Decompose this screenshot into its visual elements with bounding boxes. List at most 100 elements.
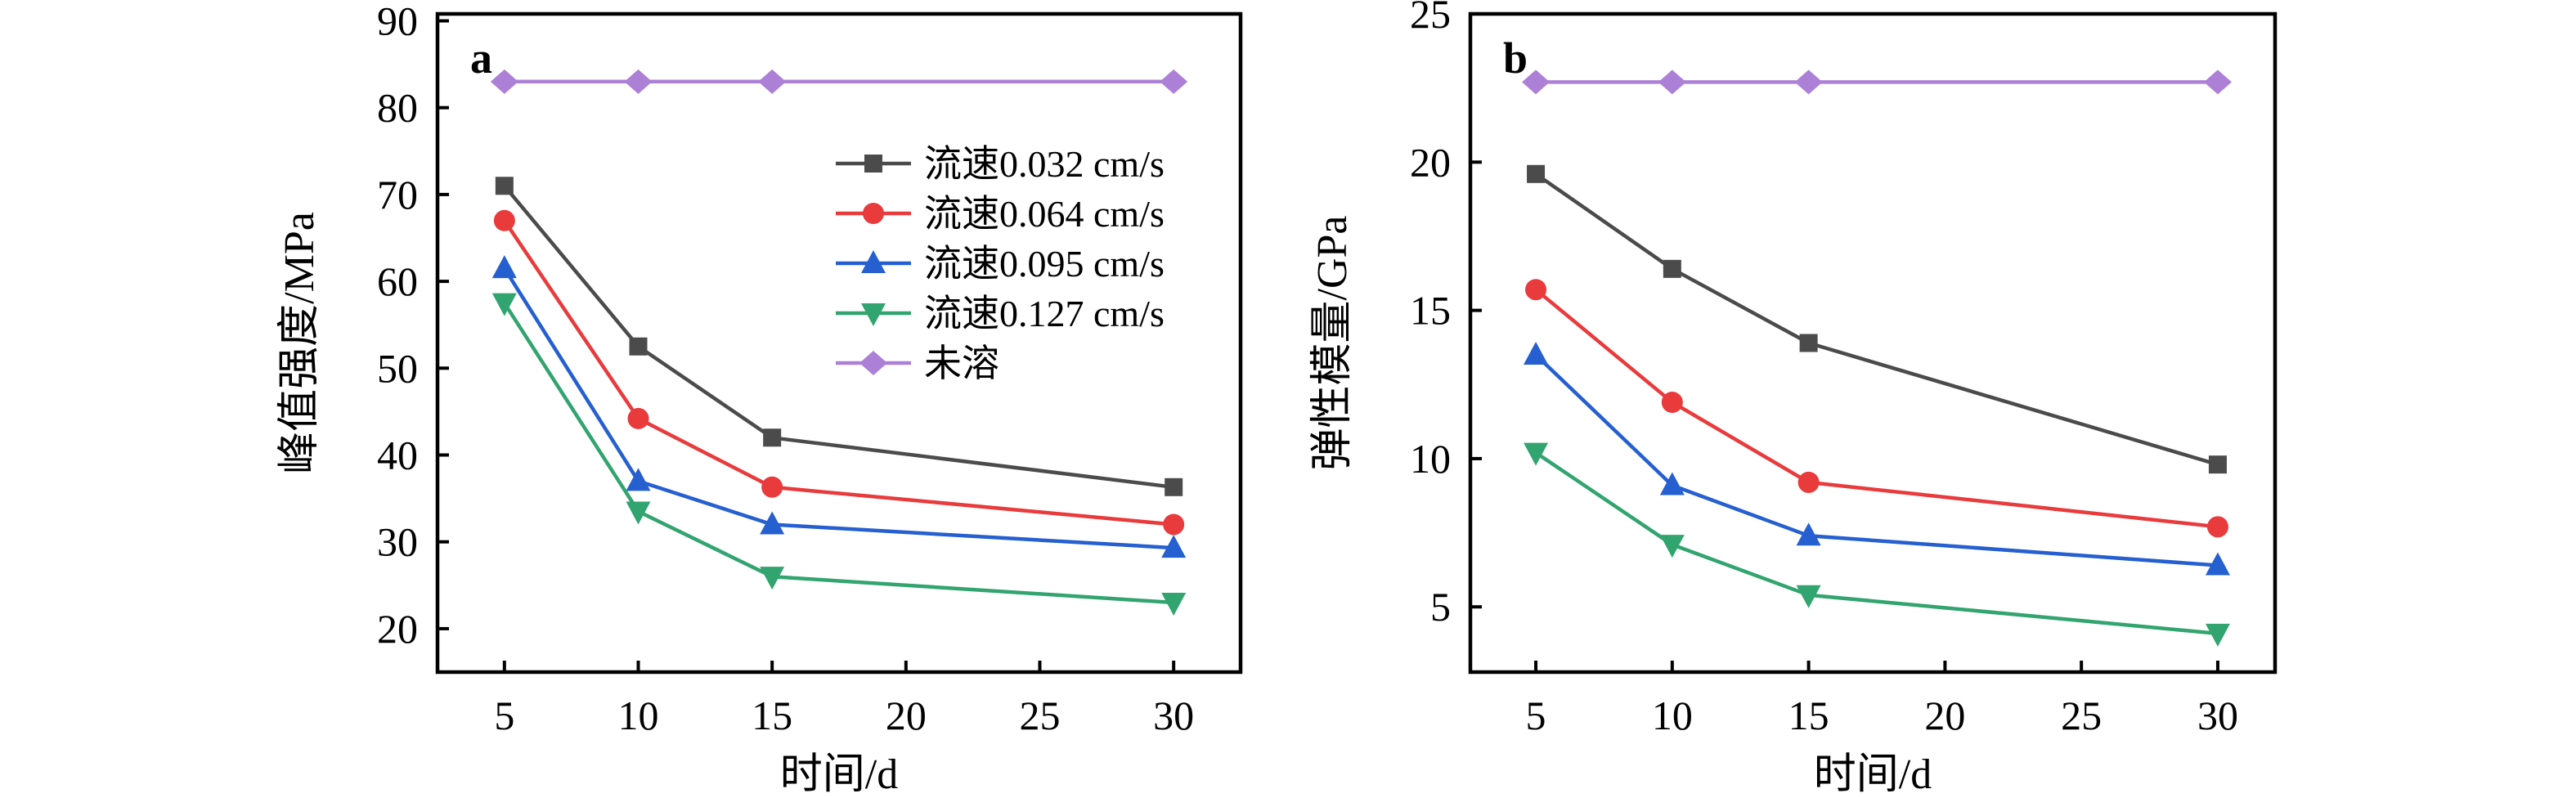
series-0 xyxy=(495,177,1183,496)
series-line-3 xyxy=(502,301,1176,605)
series-1 xyxy=(1525,279,2228,538)
plot-frame xyxy=(1468,11,2278,675)
y-axis-title: 峰值强度/MPa xyxy=(276,212,323,474)
data-point-marker xyxy=(1794,69,1823,95)
legend: 流速0.032 cm/s 流速0.064 cm/s 流速0.095 cm/s 流速0.… xyxy=(836,143,1165,384)
series-4 xyxy=(490,69,1188,94)
data-point-marker xyxy=(626,501,651,525)
legend-label: 流速0.127 cm/s xyxy=(924,293,1165,334)
y-tick-label: 60 xyxy=(377,258,418,304)
data-point-marker xyxy=(1524,342,1549,365)
y-axis-title: 弹性模量/GPa xyxy=(1309,215,1356,470)
y-tick-label: 10 xyxy=(1410,436,1451,482)
y-tick-label: 20 xyxy=(1410,139,1451,185)
x-tick-label: 20 xyxy=(886,693,927,738)
legend-item-3: 流速0.127 cm/s xyxy=(836,293,1165,334)
series-line-2 xyxy=(502,266,1176,550)
data-point-marker xyxy=(1663,259,1681,278)
y-tick-label: 15 xyxy=(1410,288,1451,334)
data-point-marker xyxy=(493,209,515,231)
data-point-marker xyxy=(760,511,785,535)
legend-marker xyxy=(859,351,887,375)
data-point-marker xyxy=(490,69,518,94)
data-point-marker xyxy=(1522,69,1551,95)
series-line-0 xyxy=(502,184,1176,490)
x-tick-label: 25 xyxy=(2061,693,2102,738)
data-point-marker xyxy=(1163,513,1185,536)
data-point-marker xyxy=(2208,455,2227,474)
legend-marker xyxy=(861,303,886,326)
series-0 xyxy=(1527,164,2227,474)
y-tick-label: 70 xyxy=(377,172,418,217)
data-point-marker xyxy=(763,428,782,447)
legend-marker xyxy=(863,203,884,224)
y-tick-label: 5 xyxy=(1430,584,1451,630)
data-point-marker xyxy=(627,407,649,429)
y-tick-label: 90 xyxy=(377,0,418,43)
x-tick-label: 5 xyxy=(494,693,514,738)
data-point-marker xyxy=(2203,69,2232,95)
data-point-marker xyxy=(1796,522,1821,546)
y-tick-label: 40 xyxy=(377,432,418,477)
data-point-marker xyxy=(1161,535,1187,558)
panel-b: 5 10 15 20 25 5 10 15 20 25 30 时间/d 弹性模量/GPa b xyxy=(1309,0,2278,798)
data-point-marker xyxy=(761,476,783,498)
data-point-marker xyxy=(1160,69,1188,94)
legend-item-0: 流速0.032 cm/s xyxy=(836,143,1165,185)
data-point-marker xyxy=(1165,477,1183,496)
legend-label: 流速0.064 cm/s xyxy=(924,193,1165,235)
legend-item-1: 流速0.064 cm/s xyxy=(836,193,1165,235)
data-point-marker xyxy=(1527,164,1546,183)
x-tick-label: 15 xyxy=(1788,693,1829,738)
data-point-marker xyxy=(1658,69,1686,95)
y-tick-label: 80 xyxy=(377,85,418,131)
series-line-3 xyxy=(1533,451,2220,636)
series-2 xyxy=(1524,342,2230,576)
legend-marker xyxy=(864,155,882,173)
legend-item-4: 未溶 xyxy=(836,343,999,384)
data-point-marker xyxy=(1524,442,1549,466)
series-3 xyxy=(1524,442,2230,647)
legend-label: 流速0.032 cm/s xyxy=(924,143,1165,185)
data-point-marker xyxy=(491,293,517,316)
series-line-1 xyxy=(502,218,1176,527)
x-tick-label: 5 xyxy=(1526,693,1546,738)
x-tick-label: 10 xyxy=(618,693,659,738)
x-axis-title: 时间/d xyxy=(780,751,898,798)
data-point-marker xyxy=(1796,585,1821,608)
x-axis-title: 时间/d xyxy=(1814,751,1932,798)
series-line-0 xyxy=(1533,172,2220,467)
data-point-marker xyxy=(624,69,653,94)
data-point-marker xyxy=(1659,535,1685,558)
legend-item-2: 流速0.095 cm/s xyxy=(836,243,1165,285)
series-1 xyxy=(493,209,1185,536)
x-tick-label: 10 xyxy=(1652,693,1693,738)
legend-label: 未溶 xyxy=(924,343,999,384)
data-point-marker xyxy=(629,337,648,356)
plot-frame xyxy=(435,11,1243,675)
x-tick-label: 15 xyxy=(752,693,792,738)
x-tick-label: 30 xyxy=(2197,693,2238,738)
data-point-marker xyxy=(2206,516,2228,538)
panel-letter: b xyxy=(1503,34,1528,83)
data-point-marker xyxy=(2205,623,2230,647)
data-point-marker xyxy=(1797,471,1820,493)
x-tick-label: 20 xyxy=(1924,693,1965,738)
y-tick-label: 20 xyxy=(377,606,418,652)
legend-label: 流速0.095 cm/s xyxy=(924,243,1165,285)
data-point-marker xyxy=(1661,392,1683,414)
x-tick-label: 25 xyxy=(1020,693,1061,738)
data-point-marker xyxy=(1659,472,1685,495)
series-2 xyxy=(491,255,1187,558)
series-line-2 xyxy=(1533,352,2220,567)
data-point-marker xyxy=(1799,334,1818,352)
data-point-marker xyxy=(491,255,517,279)
legend-marker xyxy=(861,250,886,273)
data-point-marker xyxy=(626,468,651,491)
panel-a: 20 30 40 50 60 70 80 90 5 10 15 20 25 30 时间/d 峰值强度/MPa a… xyxy=(276,0,1243,798)
data-point-marker xyxy=(760,567,785,590)
data-point-marker xyxy=(758,69,787,94)
data-point-marker xyxy=(495,177,514,195)
